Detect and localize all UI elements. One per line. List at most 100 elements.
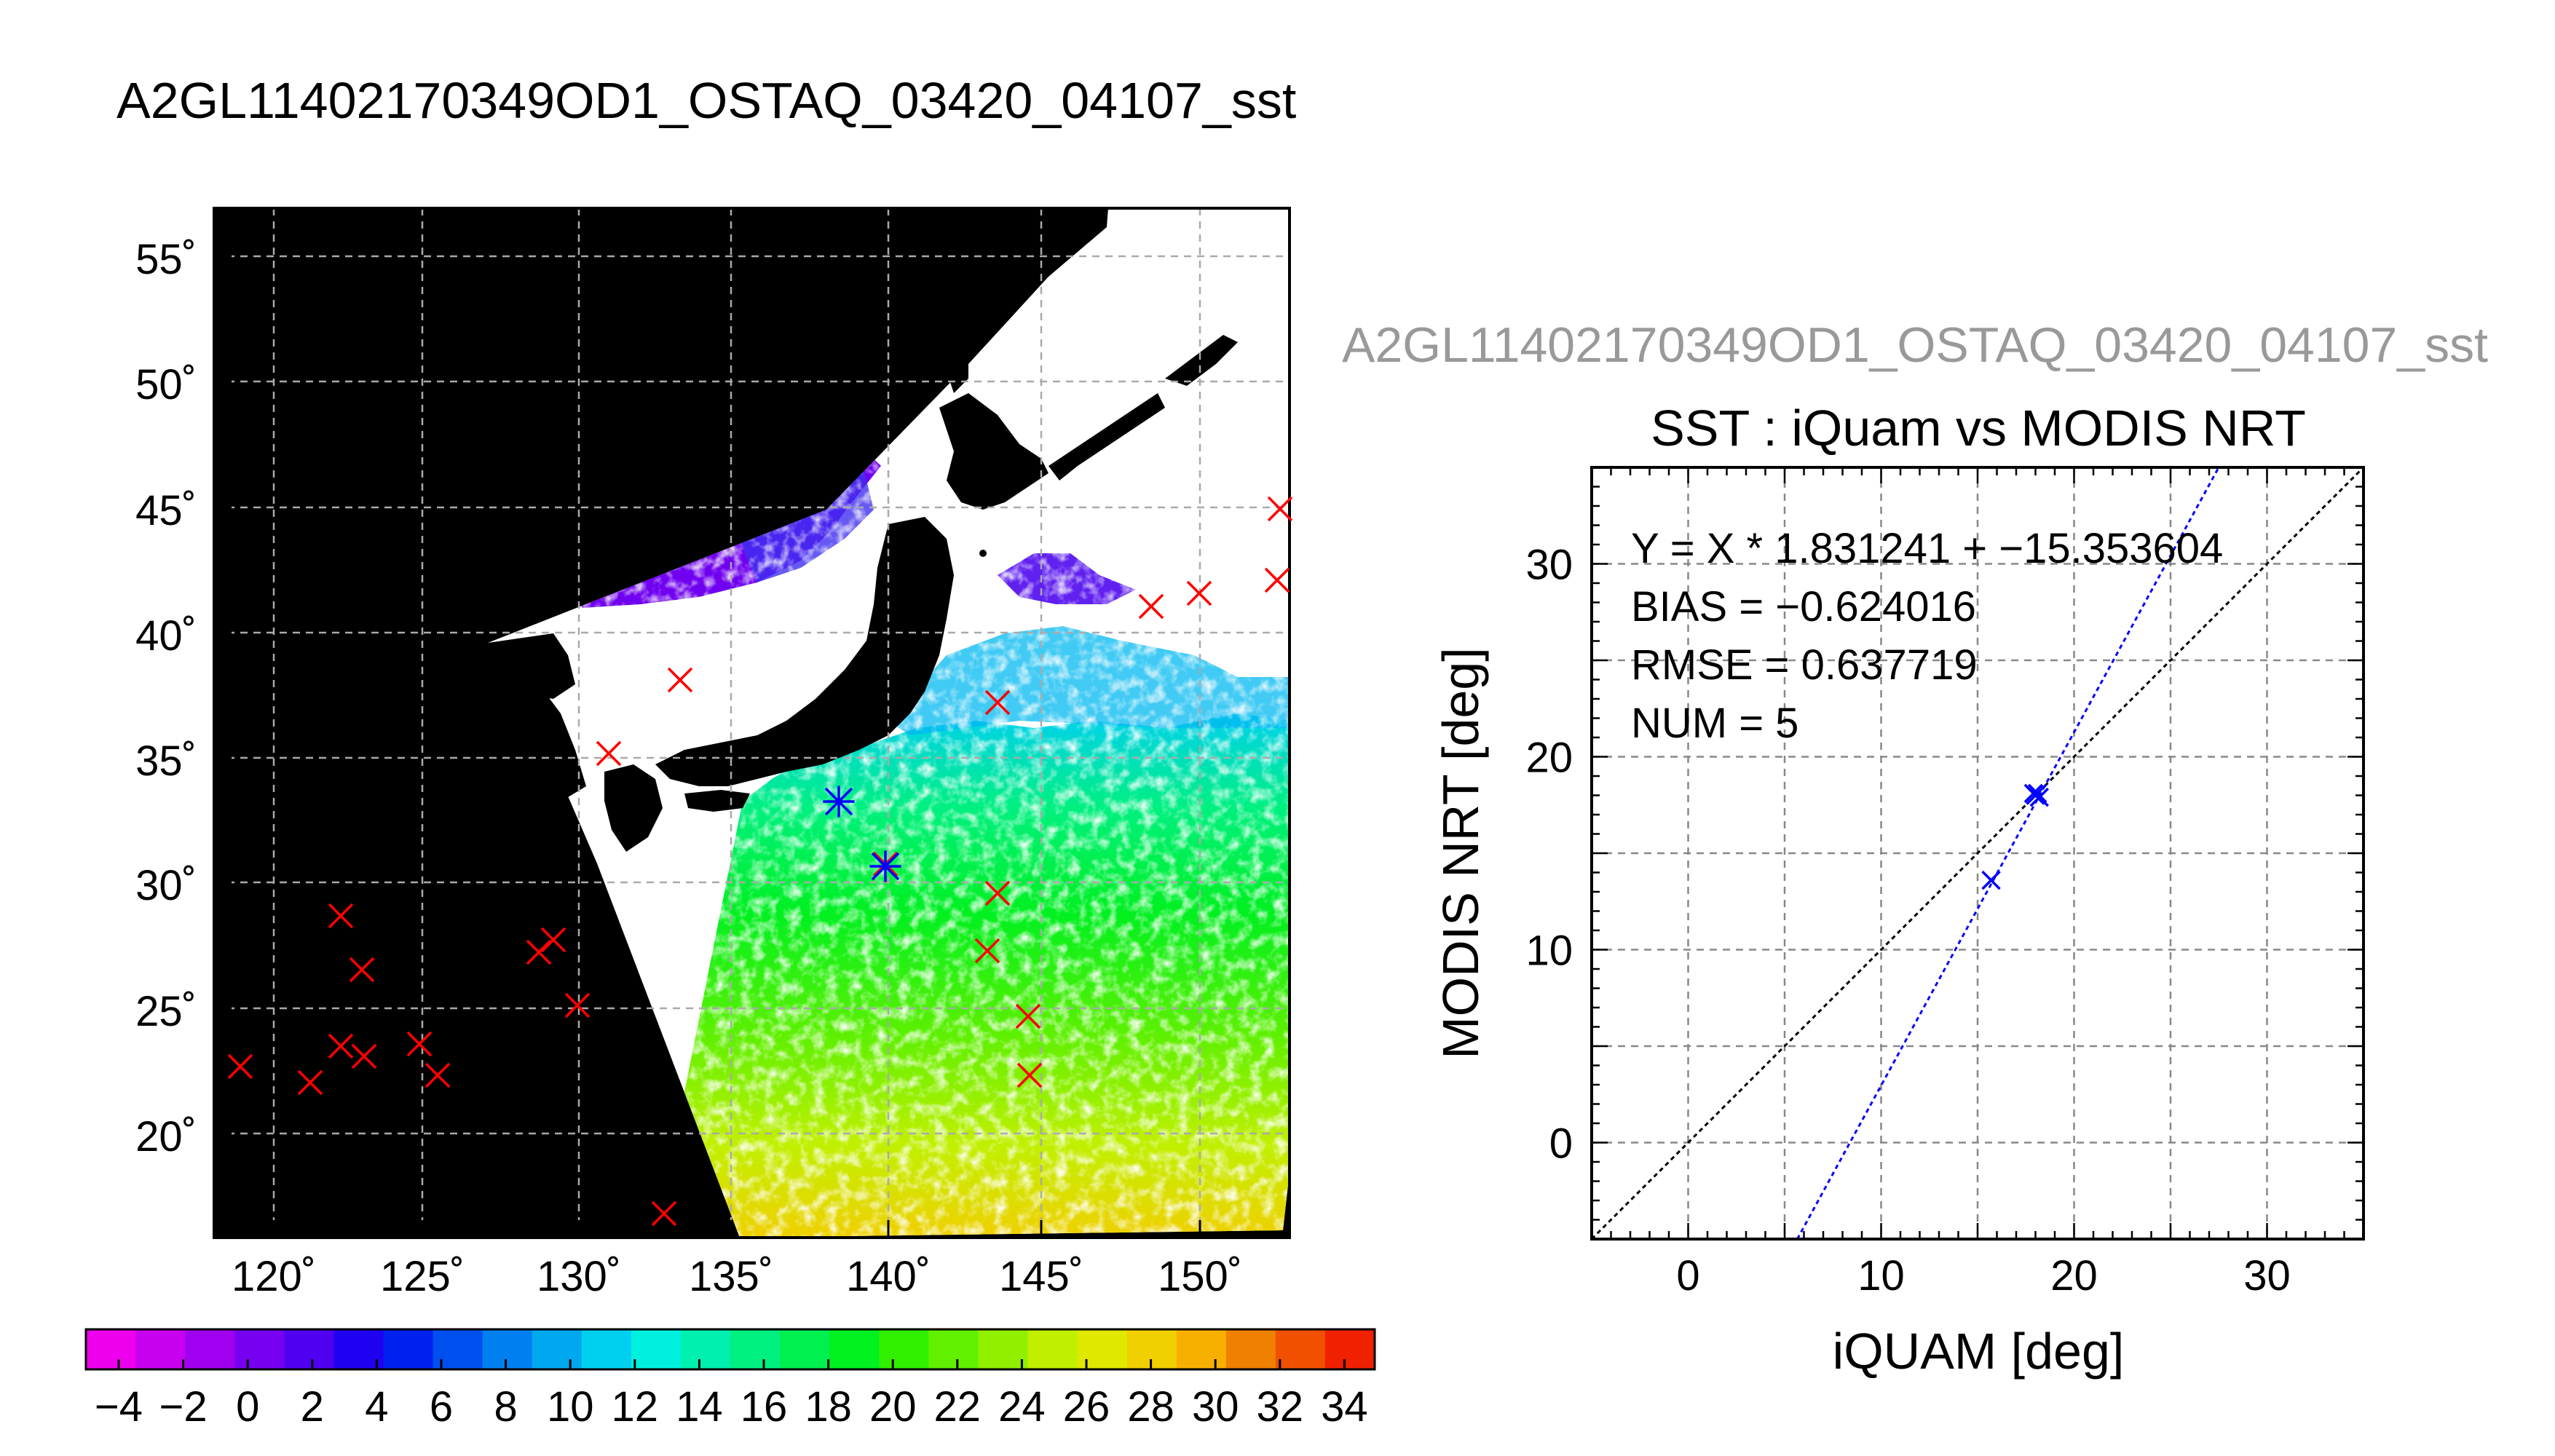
map-frame xyxy=(213,207,1291,1239)
colorbar-tick-label: −4 xyxy=(95,1383,143,1431)
colorbar-swatch xyxy=(680,1329,731,1369)
match-marker xyxy=(596,740,622,767)
match-marker xyxy=(1138,593,1164,620)
match-marker xyxy=(406,1031,433,1057)
marker-stroke xyxy=(227,1053,253,1080)
land-masses xyxy=(214,208,1238,852)
colorbar-swatch xyxy=(284,1329,334,1369)
data-point xyxy=(1981,870,2001,890)
y-tick-label: 0 xyxy=(1549,1120,1573,1168)
y-axis-label: MODIS NRT [deg] xyxy=(1432,647,1489,1059)
scatter-plot: 0 10 20 30 0 10 20 30 Y = X * 1.831241 + −15.3… xyxy=(1432,466,2365,1380)
colorbar-frame xyxy=(84,1328,1376,1371)
colorbar-tick-label: 34 xyxy=(1321,1383,1368,1431)
x-tick-label: 10 xyxy=(1857,1252,1905,1299)
map-grid xyxy=(214,208,1290,1238)
colorbar-swatch xyxy=(234,1329,285,1369)
scatter-figure-title: A2GL11402170349OD1_OSTAQ_03420_04107_sst xyxy=(1342,317,2488,373)
marker-stroke xyxy=(349,957,375,983)
marker-stroke xyxy=(1267,496,1293,522)
fit-line xyxy=(1796,467,2220,1240)
marker-stroke xyxy=(1138,593,1164,620)
marker-stroke xyxy=(328,1033,354,1059)
colorbar-tick-label: 16 xyxy=(741,1383,788,1431)
stats-annotation: NUM = 5 xyxy=(1631,700,1798,747)
colorbar-swatch xyxy=(1027,1329,1078,1369)
colorbar-swatch xyxy=(185,1329,235,1369)
lat-tick-label: 30˚ xyxy=(135,862,197,909)
colorbar-swatch xyxy=(879,1329,929,1369)
colorbar-tick-label: 12 xyxy=(612,1383,659,1431)
match-marker xyxy=(1186,580,1212,606)
data-points xyxy=(1981,783,2050,890)
x-axis-label: iQUAM [deg] xyxy=(1833,1323,2125,1380)
marker-stroke xyxy=(651,1200,677,1227)
page-title: A2GL11402170349OD1_OSTAQ_03420_04107_sst xyxy=(117,72,1296,129)
lon-tick-label: 135˚ xyxy=(689,1253,773,1300)
match-marker xyxy=(297,1069,323,1096)
stats-annotation: RMSE = 0.637719 xyxy=(1631,641,1978,689)
marker-stroke xyxy=(984,880,1011,906)
match-marker xyxy=(1264,567,1290,593)
match-marker xyxy=(1016,1062,1043,1088)
marker-stroke xyxy=(526,939,552,965)
marker-stroke xyxy=(1264,567,1290,593)
colorbar-tick-label: 10 xyxy=(547,1383,594,1431)
marker-stroke xyxy=(564,992,591,1018)
point-stroke xyxy=(2027,783,2047,804)
colorbar-swatch xyxy=(730,1329,781,1369)
chart-title: SST : iQuam vs MODIS NRT xyxy=(1651,400,2306,456)
colorbar-tick-label: 30 xyxy=(1192,1383,1239,1431)
colorbar-tick-label: 32 xyxy=(1257,1383,1304,1431)
lon-tick-label: 130˚ xyxy=(537,1253,621,1300)
lon-tick-label: 145˚ xyxy=(999,1253,1083,1300)
point-stroke xyxy=(2029,787,2050,807)
match-marker xyxy=(328,903,354,929)
x-tick-label: 20 xyxy=(2050,1252,2098,1299)
data-point xyxy=(2029,787,2050,807)
colorbar-swatch xyxy=(482,1329,533,1369)
match-marker xyxy=(984,689,1011,716)
marker-stroke xyxy=(1186,580,1212,606)
match-marker xyxy=(328,1033,354,1059)
data-point xyxy=(2023,783,2044,804)
colorbar-swatch xyxy=(532,1329,583,1369)
marker-stroke xyxy=(596,740,622,767)
y-tick-label: 20 xyxy=(1525,735,1573,782)
colorbar-tick-label: 18 xyxy=(805,1383,852,1431)
x-tick-label: 30 xyxy=(2243,1252,2291,1299)
colorbar-swatch xyxy=(86,1329,136,1369)
lat-tick-label: 35˚ xyxy=(135,737,197,785)
marker-stroke xyxy=(424,1062,451,1088)
colorbar-swatch xyxy=(135,1329,186,1369)
modis-marker xyxy=(869,850,901,882)
colorbar-swatch xyxy=(383,1329,434,1369)
marker-stroke xyxy=(297,1069,323,1096)
stats-annotation: Y = X * 1.831241 + −15.353604 xyxy=(1631,525,2223,572)
match-marker xyxy=(349,957,375,983)
marker-stroke xyxy=(328,903,354,929)
colorbar-swatch xyxy=(631,1329,682,1369)
colorbar-swatch xyxy=(829,1329,880,1369)
match-marker xyxy=(351,1043,377,1069)
marker-stroke xyxy=(1016,1062,1043,1088)
y-tick-label: 30 xyxy=(1525,542,1573,589)
colorbar-swatch xyxy=(1176,1329,1227,1369)
colorbar-swatch xyxy=(978,1329,1028,1369)
colorbar-tick-label: 4 xyxy=(365,1383,388,1431)
colorbar-swatch xyxy=(928,1329,979,1369)
match-marker xyxy=(984,880,1011,906)
match-marker xyxy=(564,992,591,1018)
colorbar-tick-label: 22 xyxy=(934,1383,982,1431)
colorbar-tick-label: 28 xyxy=(1127,1383,1174,1431)
x-tick-label: 0 xyxy=(1676,1252,1699,1299)
match-marker xyxy=(1015,1003,1041,1029)
colorbar-tick-label: 24 xyxy=(998,1383,1046,1431)
stats-annotation: BIAS = −0.624016 xyxy=(1631,583,1976,630)
colorbar: −4 −2 0 2 4 6 8 10 12 14 16 18 20 22 24 26 28 30 32 34 xyxy=(84,1328,1376,1431)
marker-stroke xyxy=(1015,1003,1041,1029)
match-marker xyxy=(540,927,566,953)
marker-stroke xyxy=(406,1031,433,1057)
marker-stroke xyxy=(984,689,1011,716)
